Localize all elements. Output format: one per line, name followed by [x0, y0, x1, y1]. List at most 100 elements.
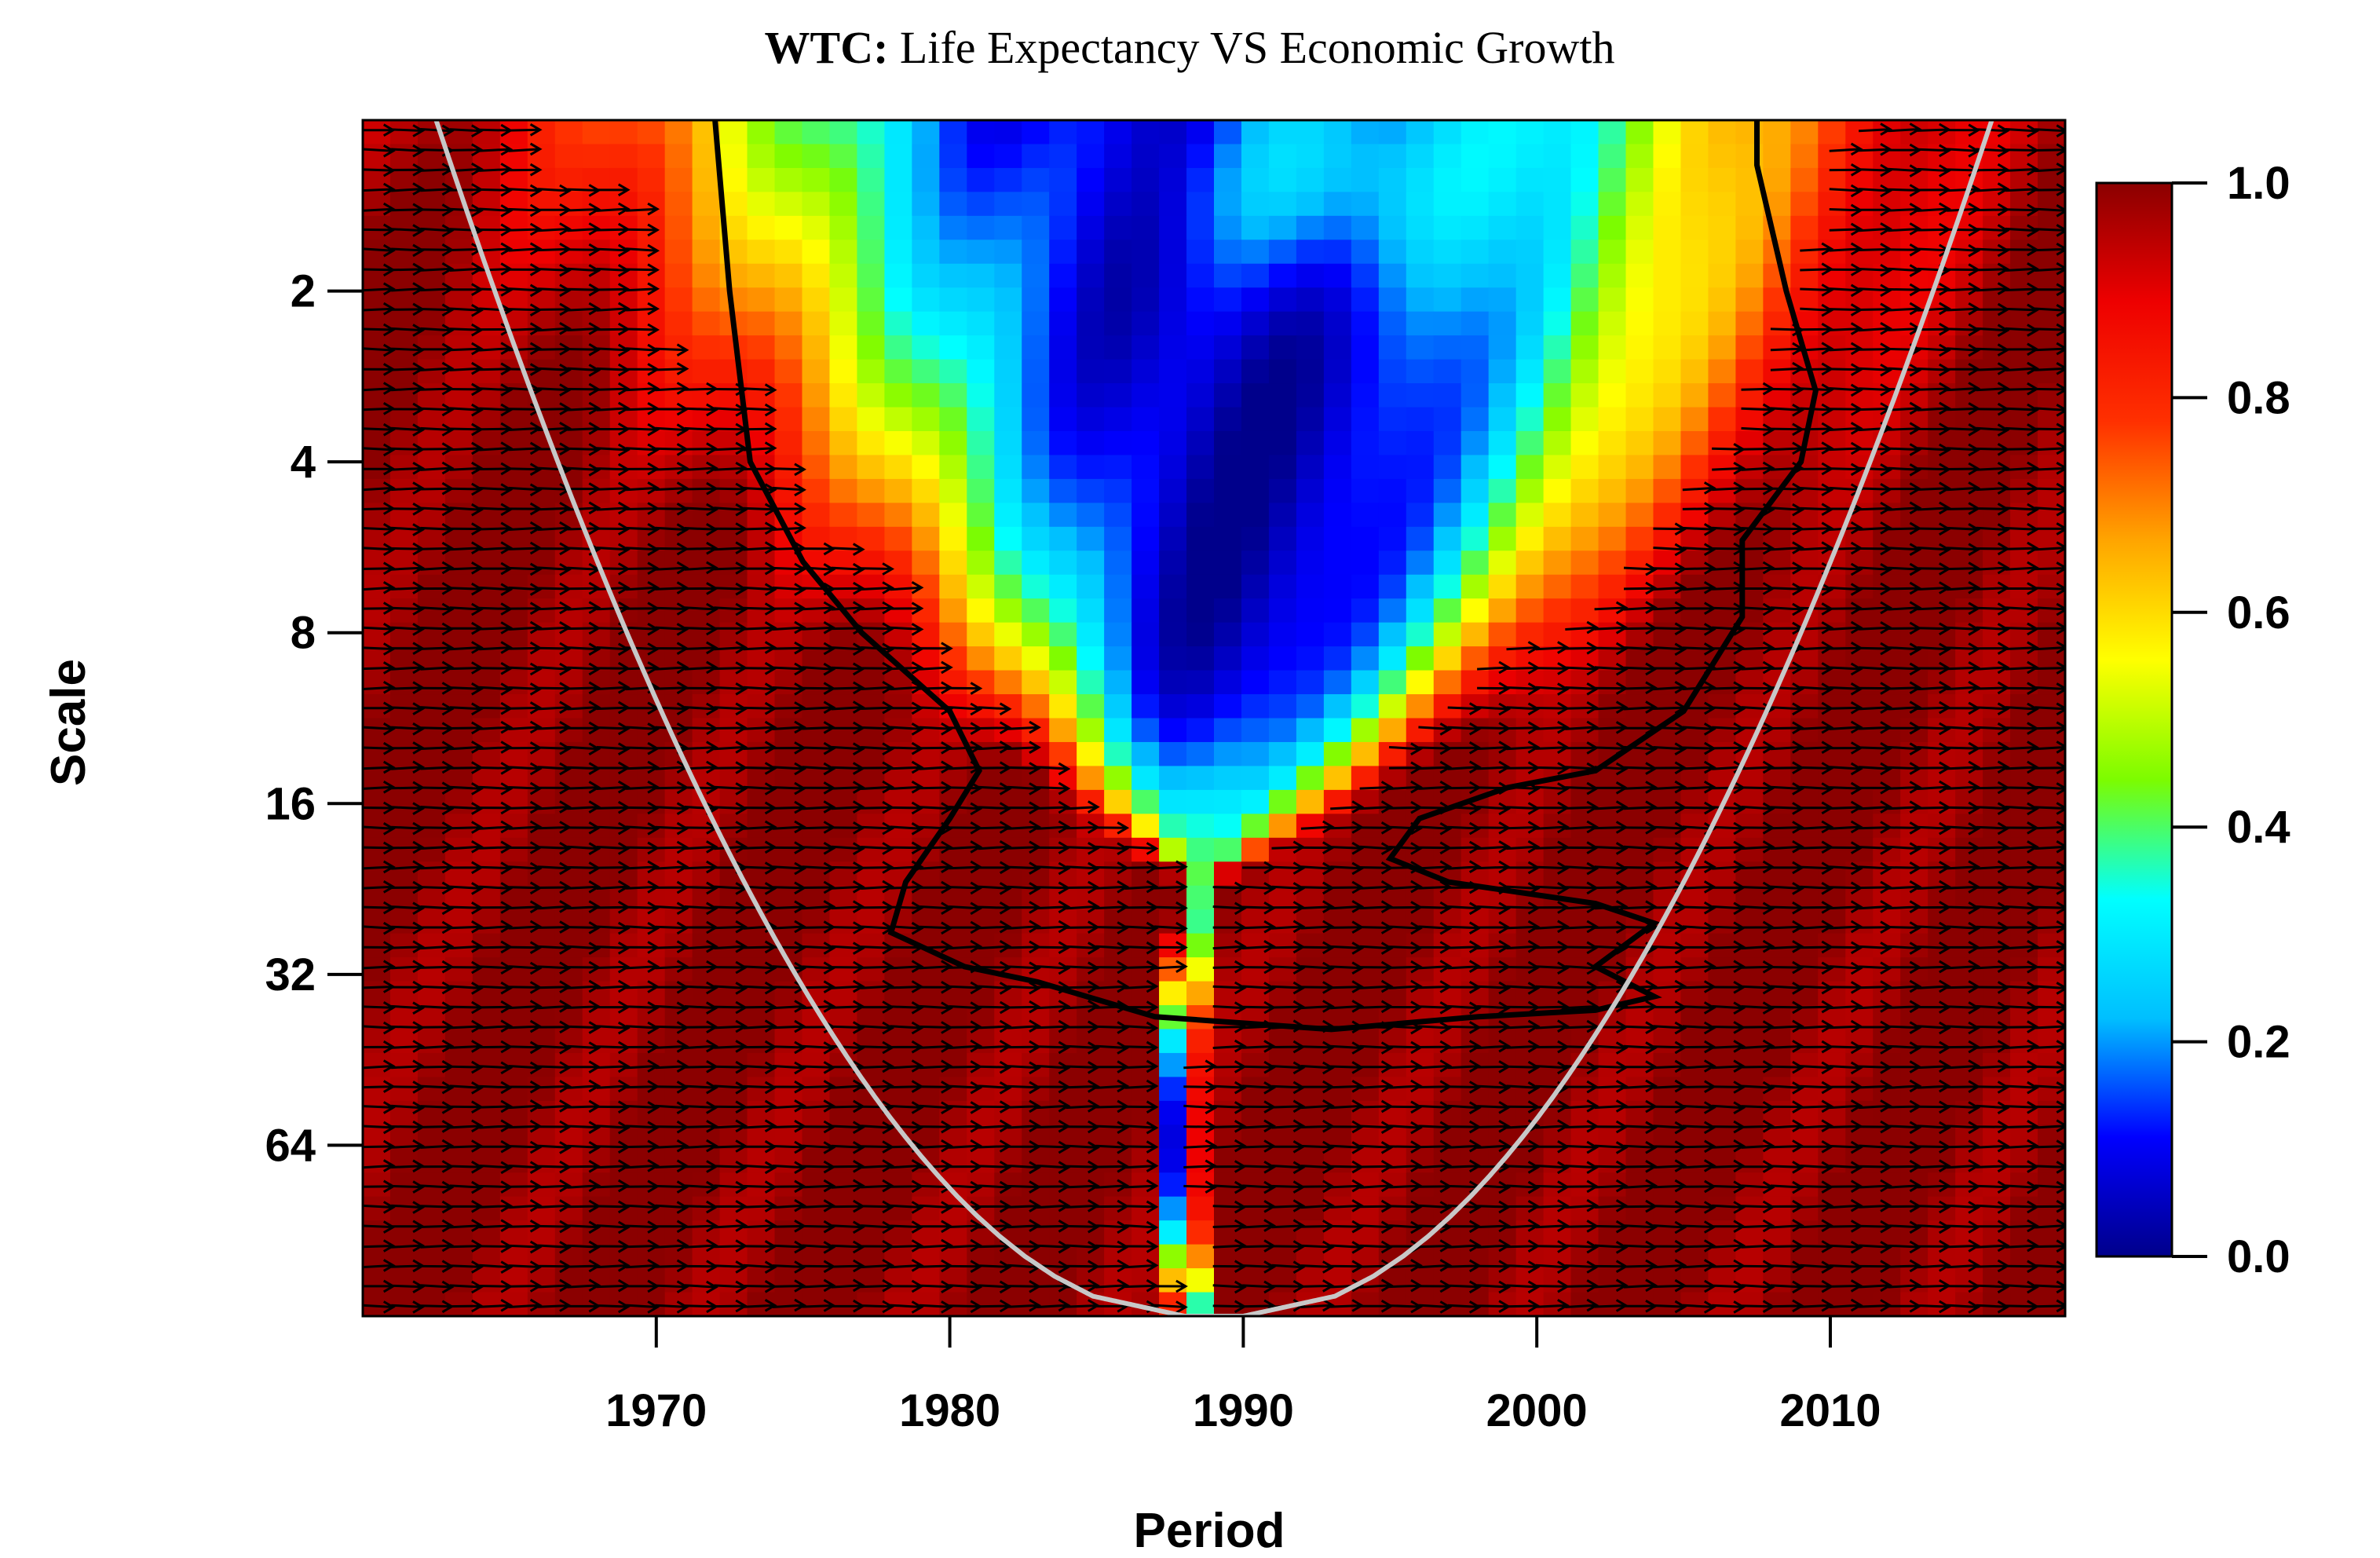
heatmap-cell [1132, 598, 1160, 624]
heatmap-cell [692, 837, 721, 862]
heatmap-cell [994, 240, 1022, 265]
heatmap-cell [1461, 550, 1490, 576]
heatmap-cell [554, 1148, 583, 1173]
heatmap-cell [692, 215, 721, 240]
heatmap-cell [912, 311, 940, 336]
heatmap-cell [802, 287, 831, 313]
heatmap-cell [1296, 215, 1325, 240]
heatmap-cell [1104, 646, 1132, 671]
heatmap-cell [1049, 240, 1077, 265]
heatmap-cell [1077, 407, 1105, 432]
heatmap-cell [1351, 694, 1380, 719]
heatmap-cell [1598, 192, 1627, 217]
heatmap-cell [1049, 646, 1077, 671]
heatmap-cell [582, 933, 611, 958]
heatmap-cell [1214, 167, 1242, 192]
heatmap-cell [774, 240, 803, 265]
heatmap-cell [1488, 430, 1517, 456]
heatmap-cell [363, 837, 391, 862]
heatmap-cell [1680, 215, 1709, 240]
heatmap-cell [719, 120, 748, 145]
heatmap-cell [499, 120, 528, 145]
heatmap-cell [2010, 837, 2038, 862]
heatmap-cell [1351, 240, 1380, 265]
heatmap-cell [1378, 646, 1407, 671]
heatmap-cell [1818, 1077, 1846, 1102]
heatmap-cell [1433, 287, 1462, 313]
heatmap-cell [939, 503, 967, 528]
heatmap-cell [1845, 550, 1874, 576]
heatmap-cell [1132, 215, 1160, 240]
heatmap-cell [1241, 503, 1270, 528]
heatmap-cell [939, 550, 967, 576]
heatmap-cell [1708, 957, 1736, 982]
heatmap-cell [1104, 789, 1132, 814]
heatmap-cell [884, 383, 912, 408]
heatmap-cell [1351, 430, 1380, 456]
heatmap-cell [692, 1268, 721, 1293]
heatmap-cell [609, 192, 638, 217]
heatmap-cell [1680, 335, 1709, 360]
heatmap-cell [1323, 430, 1352, 456]
heatmap-cell [1763, 383, 1791, 408]
heatmap-cell [1049, 526, 1077, 551]
heatmap-cell [1241, 240, 1270, 265]
heatmap-cell [857, 383, 885, 408]
heatmap-cell [1296, 526, 1325, 551]
heatmap-cell [1077, 455, 1105, 480]
heatmap-cell [1488, 383, 1517, 408]
heatmap-cell [1214, 1196, 1242, 1221]
heatmap-cell [829, 622, 858, 647]
heatmap-cell [829, 383, 858, 408]
heatmap-cell [637, 718, 666, 743]
heatmap-cell [1132, 670, 1160, 695]
heatmap-cell [1378, 526, 1407, 551]
heatmap-cell [1625, 167, 1654, 192]
heatmap-cell [1515, 478, 1545, 503]
heatmap-cell [857, 1268, 885, 1293]
heatmap-cell [363, 694, 391, 719]
heatmap-cell [1049, 335, 1077, 360]
heatmap-cell [1132, 1100, 1160, 1125]
heatmap-cell [1049, 407, 1077, 432]
heatmap-cell [1570, 789, 1599, 814]
heatmap-cell [499, 670, 528, 695]
heatmap-cell [692, 1148, 721, 1173]
heatmap-cell [1296, 574, 1325, 599]
heatmap-cell [1406, 1196, 1435, 1221]
heatmap-cell [1598, 574, 1627, 599]
heatmap-cell [1406, 144, 1435, 169]
heatmap-cell [994, 1148, 1022, 1173]
heatmap-cell [1351, 766, 1380, 791]
heatmap-cell [774, 766, 803, 791]
heatmap-cell [692, 957, 721, 982]
heatmap-cell [2038, 598, 2065, 624]
heatmap-cell [363, 455, 391, 480]
heatmap-cell [719, 167, 748, 192]
heatmap-cell [1433, 430, 1462, 456]
heatmap-cell [1653, 144, 1682, 169]
heatmap-cell [1186, 120, 1215, 145]
heatmap-cell [1268, 1268, 1297, 1293]
heatmap-cell [363, 981, 391, 1006]
heatmap-cell [1077, 240, 1105, 265]
heatmap-cell [363, 718, 391, 743]
heatmap-cell [1214, 335, 1242, 360]
heatmap-cell [1186, 215, 1215, 240]
heatmap-cell [2010, 503, 2038, 528]
heatmap-cell [499, 455, 528, 480]
heatmap-cell [444, 503, 473, 528]
heatmap-cell [912, 167, 940, 192]
heatmap-cell [1488, 526, 1517, 551]
heatmap-cell [829, 670, 858, 695]
heatmap-cell [1818, 144, 1846, 169]
heatmap-cell [1351, 622, 1380, 647]
heatmap-cell [1598, 550, 1627, 576]
heatmap-cell [1488, 335, 1517, 360]
heatmap-cell [1900, 981, 1928, 1006]
heatmap-cell [1241, 167, 1270, 192]
heatmap-cell [1928, 837, 1956, 862]
heatmap-cell [1763, 1077, 1791, 1102]
heatmap-cell [2038, 1077, 2065, 1102]
heatmap-cell [1543, 741, 1572, 767]
